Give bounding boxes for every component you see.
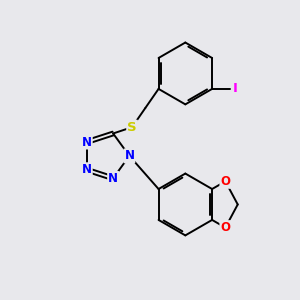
Text: N: N <box>82 163 92 176</box>
Text: N: N <box>108 172 118 185</box>
Text: O: O <box>220 221 230 234</box>
Text: S: S <box>127 121 137 134</box>
Text: N: N <box>124 149 134 162</box>
Text: O: O <box>220 175 230 188</box>
Text: I: I <box>233 82 238 95</box>
Text: N: N <box>82 136 92 148</box>
